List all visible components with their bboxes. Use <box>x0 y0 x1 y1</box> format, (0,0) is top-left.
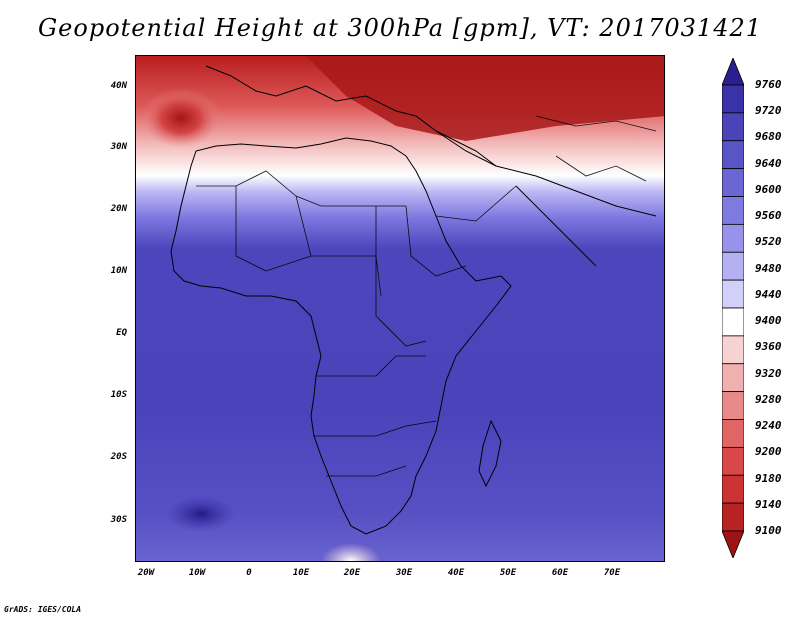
lon-label: 50E <box>499 568 517 578</box>
trough-region <box>306 56 664 141</box>
colorbar-label: 9560 <box>755 209 782 223</box>
credit-text: GrADS: IGES/COLA <box>4 605 82 614</box>
colorbar-label: 9400 <box>755 314 782 328</box>
colorbar-label: 9760 <box>755 78 782 91</box>
colorbar-segment <box>722 84 744 114</box>
colorbar-segment <box>722 446 744 476</box>
colorbar-segment <box>722 140 744 170</box>
lon-label: 60E <box>551 568 569 578</box>
colorbar-label: 9600 <box>755 182 782 196</box>
coastlines <box>170 65 657 535</box>
colorbar-label: 9140 <box>755 497 782 511</box>
colorbar-segment <box>722 223 744 253</box>
colorbar-segment <box>722 196 744 225</box>
lon-label: 70E <box>603 568 621 578</box>
colorbar-bottom-arrow <box>722 530 744 558</box>
height-field <box>136 56 664 561</box>
lon-label: 20E <box>343 568 361 578</box>
colorbar-segment <box>722 307 744 337</box>
colorbar-label: 9720 <box>755 104 782 118</box>
colorbar-label: 9180 <box>755 471 782 485</box>
colorbar-label: 9480 <box>755 261 782 275</box>
colorbar-segment <box>722 335 744 365</box>
colorbar <box>722 58 744 558</box>
colorbar-label: 9520 <box>755 235 782 249</box>
lon-label: 20W <box>137 568 155 578</box>
map-title: Geopotential Height at 300hPa [gpm], VT:… <box>38 14 762 42</box>
southern-warm-patch <box>321 543 381 561</box>
lon-label: 30E <box>395 568 413 578</box>
country-borders <box>196 115 657 477</box>
lon-label: 40E <box>447 568 465 578</box>
lat-label: EQ <box>116 328 127 338</box>
colorbar-label: 9320 <box>755 366 782 380</box>
colorbar-segment <box>722 474 744 504</box>
colorbar-segment <box>722 391 744 420</box>
lat-label: 30N <box>110 142 127 152</box>
lat-label: 10N <box>110 266 127 276</box>
subtropical-high <box>166 496 236 532</box>
lat-label: 20S <box>110 452 127 462</box>
colorbar-label: 9440 <box>755 287 782 301</box>
lat-label: 20N <box>110 204 127 214</box>
lon-label: 10W <box>188 568 206 578</box>
lat-label: 40N <box>110 81 127 91</box>
lon-label: 0 <box>246 568 252 578</box>
colorbar-top-arrow <box>722 58 744 86</box>
colorbar-segment <box>722 168 744 197</box>
colorbar-label: 9360 <box>755 340 782 354</box>
cutoff-low <box>141 88 221 148</box>
colorbar-label: 9100 <box>755 524 782 537</box>
colorbar-segment <box>722 502 744 532</box>
colorbar-label: 9240 <box>755 419 782 433</box>
colorbar-segment <box>722 279 744 309</box>
colorbar-label: 9280 <box>755 392 782 406</box>
colorbar-segment <box>722 112 744 142</box>
colorbar-segment <box>722 251 744 281</box>
lon-label: 10E <box>292 568 310 578</box>
lat-label: 10S <box>110 390 127 400</box>
geopotential-field <box>136 56 664 561</box>
colorbar-segment <box>722 419 744 448</box>
map-panel <box>135 55 665 562</box>
colorbar-segment <box>722 363 744 393</box>
colorbar-label: 9680 <box>755 130 782 144</box>
lat-label: 30S <box>110 515 127 525</box>
colorbar-label: 9200 <box>755 445 782 459</box>
colorbar-label: 9640 <box>755 156 782 170</box>
